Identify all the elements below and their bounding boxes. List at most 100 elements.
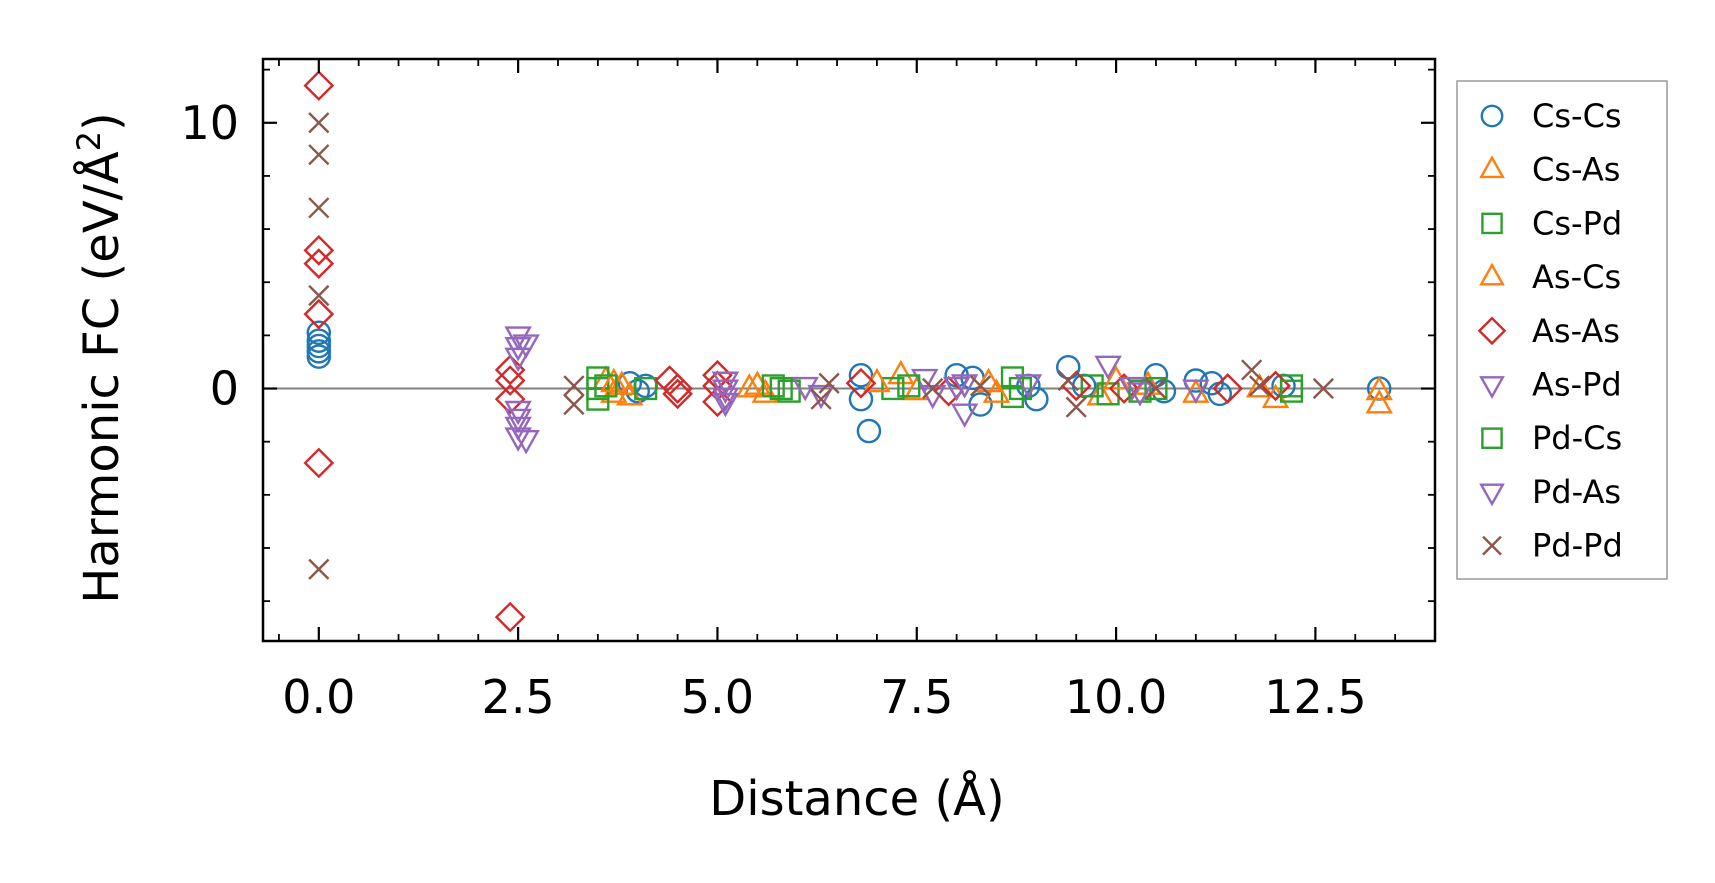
data-point [881,376,905,401]
x-tick-label: 12.5 [1264,670,1366,724]
data-point [303,248,335,279]
data-point [504,427,532,452]
legend-marker [1481,427,1503,450]
data-point [887,359,915,385]
legend-items: Cs-Cs Cs-As Cs-Pd As-Cs As-As As-Pd Pd-Cs Pd-As… [1477,97,1623,565]
legend-label: Pd-As [1532,473,1621,511]
data-point [1245,373,1274,398]
legend: Cs-Cs Cs-As Cs-Pd As-Cs As-As As-Pd Pd-Cs Pd-As… [1456,80,1668,580]
data-point [1056,355,1081,380]
data-point [1128,379,1152,403]
y-tick-label: 0 [210,362,239,416]
data-point [735,373,764,398]
data-point [306,339,332,364]
legend-label: Cs-As [1532,151,1620,189]
data-point [769,376,793,401]
data-point [494,383,526,415]
data-point [1118,376,1146,402]
data-point [1312,377,1334,400]
data-point [504,347,532,373]
data-point [942,376,971,402]
legend-label: Cs-Cs [1532,97,1622,135]
data-point [308,197,330,219]
data-point [308,558,330,580]
y-axis-label-close: ) [74,112,130,131]
data-point [711,392,740,418]
data-point [504,400,532,426]
data-point [494,601,526,633]
data-points [303,70,1393,633]
legend-item-cs-cs: Cs-Cs [1480,97,1622,135]
data-point [662,373,693,404]
legend-label: Cs-Pd [1532,204,1622,242]
data-point [1249,375,1271,397]
x-tick-label: 2.5 [482,670,555,724]
series-as-pd [504,326,1210,452]
legend-item-pd-as: Pd-As [1479,473,1621,511]
x-tick-label: 0.0 [282,670,355,724]
data-point [856,418,882,444]
data-point [918,384,947,410]
data-point [848,362,874,388]
data-point [303,298,335,330]
data-point [1008,376,1033,401]
data-point [494,365,526,396]
data-point [1094,355,1122,381]
legend-item-as-cs: As-Cs [1479,258,1621,296]
data-point [1212,373,1244,404]
y-axis-label: Harmonic FC (eV/Å2) [70,112,130,604]
data-point [306,333,332,359]
legend-marker [1479,483,1505,507]
data-point [303,70,335,101]
axis-ticks [263,59,1436,641]
data-point [512,334,540,359]
legend-label: As-As [1532,312,1620,350]
legend-item-pd-cs: Pd-Cs [1481,419,1622,457]
y-axis-label-superscript: 2 [70,131,108,151]
x-tick-label: 10.0 [1065,670,1167,724]
data-point [303,447,335,479]
data-point [1080,374,1104,398]
data-point [303,234,335,266]
legend-box [1456,80,1668,580]
y-axis-label-main: Harmonic FC (eV/Å [73,151,130,604]
data-point [504,408,532,434]
data-point [1182,379,1210,404]
data-point [922,377,944,400]
data-point [512,430,540,455]
data-point [810,388,832,410]
axis-tick-labels: 0.0 2.5 5.0 7.5 10.0 12.5 0 10 [180,96,1366,724]
data-point [308,284,330,307]
series-pd-as [512,334,1154,455]
data-point [711,379,740,404]
data-point [1057,369,1079,392]
legend-marker [1479,155,1505,179]
data-point [807,384,835,410]
data-point [950,403,979,428]
legend-item-as-as: As-As [1477,312,1620,350]
legend-label: Pd-Cs [1532,419,1622,457]
series-pd-cs [594,374,1304,403]
data-point [1279,379,1304,403]
data-point [306,344,332,369]
data-point [711,371,740,397]
y-tick-label: 10 [180,96,239,150]
legend-marker [1482,535,1502,556]
data-point [308,144,330,166]
data-point [1126,382,1154,407]
data-point [818,372,840,394]
legend-marker [1481,212,1503,235]
data-point [1065,396,1087,418]
data-point [586,387,610,411]
series-pd-pd [308,112,1334,580]
data-point [1145,377,1167,400]
legend-label: As-Cs [1532,258,1621,296]
data-point [563,375,585,397]
data-point [950,374,979,399]
x-tick-label: 7.5 [880,670,953,724]
legend-item-cs-as: Cs-As [1479,151,1620,189]
legend-marker [1479,376,1505,399]
plot-area-frame [261,57,1437,643]
data-point [1144,376,1168,401]
